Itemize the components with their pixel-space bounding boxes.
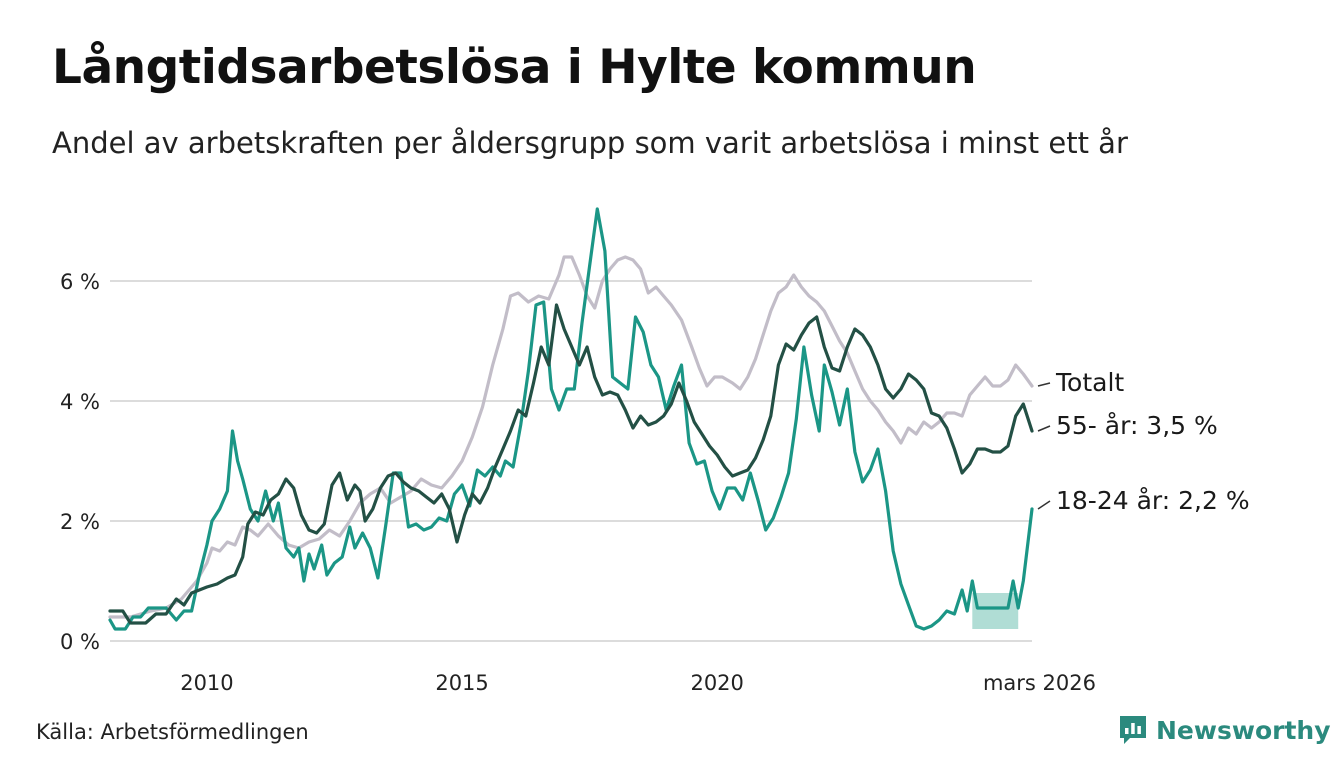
series-line-totalt <box>108 255 1034 619</box>
y-tick-label: 6 % <box>60 270 100 294</box>
series-end-label: 18-24 år: 2,2 % <box>1056 486 1250 515</box>
label-connector <box>1037 382 1051 387</box>
x-tick-label: 2015 <box>435 671 488 695</box>
source-text: Källa: Arbetsförmedlingen <box>36 720 309 744</box>
series-end-label: 55- år: 3,5 % <box>1056 411 1218 440</box>
y-tick-label: 0 % <box>60 630 100 654</box>
label-connector <box>1037 500 1051 510</box>
brand-name: Newsworthy <box>1156 715 1331 745</box>
chart-subtitle: Andel av arbetskraften per åldersgrupp s… <box>52 126 1128 160</box>
series-line-55-r <box>108 303 1034 625</box>
y-tick-label: 4 % <box>60 390 100 414</box>
x-tick-label: 2020 <box>690 671 743 695</box>
chart-title: Långtidsarbetslösa i Hylte kommun <box>52 40 977 95</box>
y-gridlines: 0 % 2 % 4 % 6 % <box>60 270 1032 654</box>
brand-logo: Newsworthy <box>1118 714 1331 746</box>
x-tick-label: mars 2026 <box>983 671 1096 695</box>
bar-chart-speech-icon <box>1120 716 1146 744</box>
y-tick-label: 2 % <box>60 510 100 534</box>
label-connector <box>1037 425 1051 432</box>
x-tick-label: 2010 <box>180 671 233 695</box>
series-end-label: Totalt <box>1055 368 1124 397</box>
x-axis: 2010 2015 2020 mars 2026 <box>180 671 1096 695</box>
series-line-18-24-r <box>108 207 1034 631</box>
